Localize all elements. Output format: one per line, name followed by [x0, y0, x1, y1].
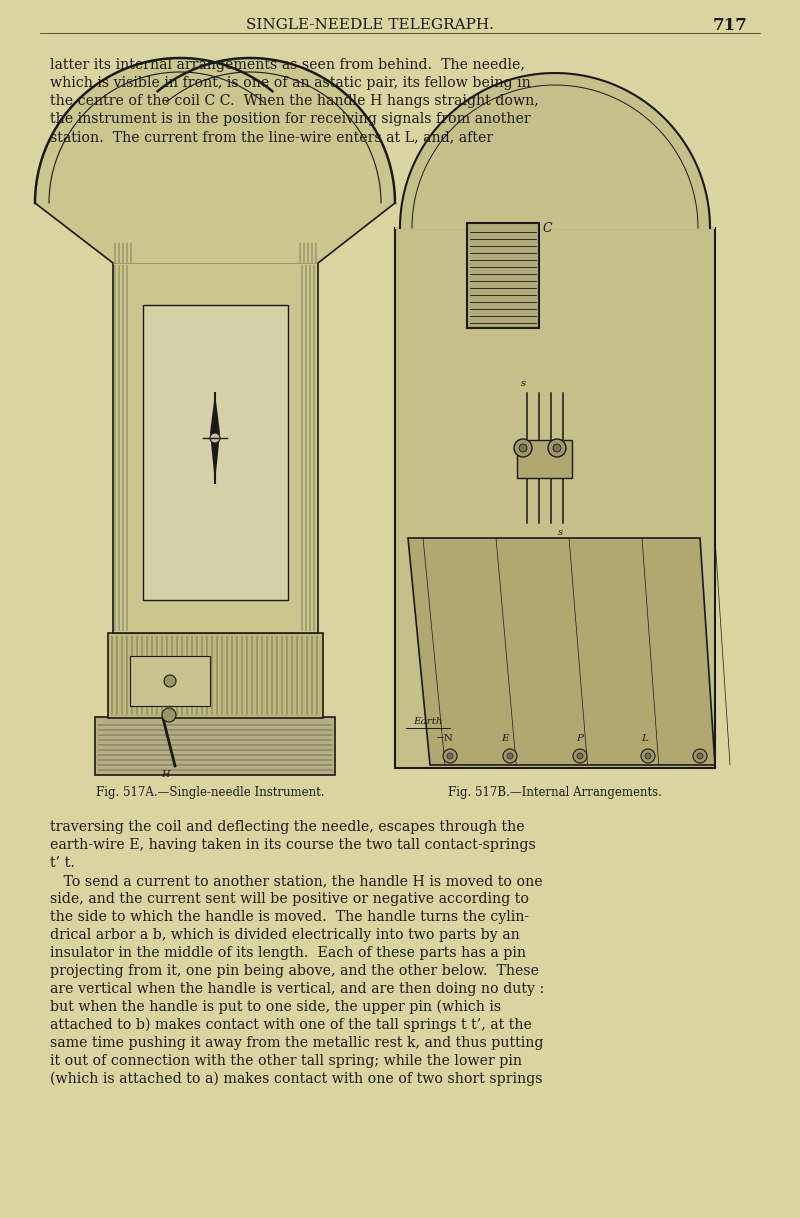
Text: which is visible in front, is one of an astatic pair, its fellow being in: which is visible in front, is one of an …	[50, 76, 530, 90]
Text: C: C	[543, 222, 553, 235]
Text: projecting from it, one pin being above, and the other below.  These: projecting from it, one pin being above,…	[50, 963, 539, 978]
Text: L: L	[642, 734, 649, 743]
Circle shape	[162, 708, 176, 722]
Bar	[130, 657, 210, 706]
Circle shape	[443, 749, 457, 762]
Text: same time pushing it away from the metallic rest k, and thus putting: same time pushing it away from the metal…	[50, 1037, 543, 1050]
Text: earth-wire E, having taken in its course the two tall contact-springs: earth-wire E, having taken in its course…	[50, 838, 536, 853]
Circle shape	[519, 445, 527, 452]
Circle shape	[577, 753, 583, 759]
Circle shape	[693, 749, 707, 762]
Bar	[517, 440, 572, 477]
Text: t’ t.: t’ t.	[50, 856, 75, 870]
Text: it out of connection with the other tall spring; while the lower pin: it out of connection with the other tall…	[50, 1054, 522, 1068]
Text: H: H	[161, 770, 170, 780]
Circle shape	[697, 753, 703, 759]
Circle shape	[503, 749, 517, 762]
Polygon shape	[408, 538, 715, 765]
Text: To send a current to another station, the handle H is moved to one: To send a current to another station, th…	[50, 875, 542, 888]
Bar	[467, 223, 539, 328]
Text: but when the handle is put to one side, the upper pin (which is: but when the handle is put to one side, …	[50, 1000, 501, 1015]
Bar	[395, 228, 715, 769]
Circle shape	[641, 749, 655, 762]
Text: 717: 717	[713, 17, 747, 34]
Text: the side to which the handle is moved.  The handle turns the cylin-: the side to which the handle is moved. T…	[50, 910, 529, 924]
Text: latter its internal arrangements as seen from behind.  The needle,: latter its internal arrangements as seen…	[50, 58, 525, 72]
Text: (which is attached to a) makes contact with one of two short springs: (which is attached to a) makes contact w…	[50, 1072, 542, 1086]
Bar	[108, 633, 323, 717]
Bar	[113, 263, 318, 633]
Circle shape	[645, 753, 651, 759]
Polygon shape	[35, 58, 395, 263]
Polygon shape	[395, 73, 715, 228]
Circle shape	[447, 753, 453, 759]
Circle shape	[210, 434, 220, 443]
Text: SINGLE-NEEDLE TELEGRAPH.: SINGLE-NEEDLE TELEGRAPH.	[246, 18, 494, 32]
Circle shape	[507, 753, 513, 759]
Text: Fig. 517B.—Internal Arrangements.: Fig. 517B.—Internal Arrangements.	[448, 786, 662, 799]
Text: are vertical when the handle is vertical, and are then doing no duty :: are vertical when the handle is vertical…	[50, 982, 544, 996]
Circle shape	[553, 445, 561, 452]
Text: E: E	[501, 734, 509, 743]
Text: s: s	[558, 527, 562, 537]
Text: insulator in the middle of its length.  Each of these parts has a pin: insulator in the middle of its length. E…	[50, 946, 526, 960]
Circle shape	[573, 749, 587, 762]
Text: s: s	[521, 379, 526, 389]
Text: P: P	[577, 734, 583, 743]
Text: the instrument is in the position for receiving signals from another: the instrument is in the position for re…	[50, 112, 530, 125]
Text: traversing the coil and deflecting the needle, escapes through the: traversing the coil and deflecting the n…	[50, 820, 525, 834]
Text: the centre of the coil C C.  When the handle H hangs straight down,: the centre of the coil C C. When the han…	[50, 94, 538, 108]
Text: drical arbor a b, which is divided electrically into two parts by an: drical arbor a b, which is divided elect…	[50, 928, 520, 942]
Text: side, and the current sent will be positive or negative according to: side, and the current sent will be posit…	[50, 892, 529, 906]
Bar	[143, 304, 288, 600]
Text: station.  The current from the line-wire enters at L, and, after: station. The current from the line-wire …	[50, 130, 493, 144]
Text: Earth: Earth	[414, 717, 442, 726]
Circle shape	[164, 675, 176, 687]
Text: Fig. 517A.—Single-needle Instrument.: Fig. 517A.—Single-needle Instrument.	[96, 786, 324, 799]
Circle shape	[514, 438, 532, 457]
Bar	[95, 717, 335, 775]
Text: −N: −N	[436, 734, 454, 743]
Circle shape	[548, 438, 566, 457]
Polygon shape	[210, 393, 220, 484]
Text: attached to b) makes contact with one of the tall springs t t’, at the: attached to b) makes contact with one of…	[50, 1018, 532, 1033]
